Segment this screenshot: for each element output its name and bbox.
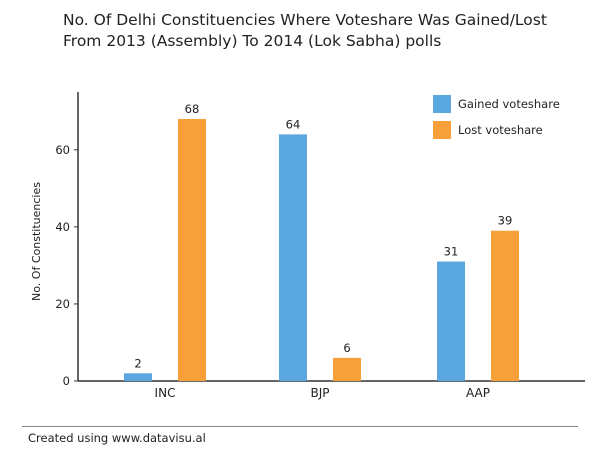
chart-title-line-1: No. Of Delhi Constituencies Where Votesh… bbox=[63, 11, 547, 29]
y-tick-label-40: 40 bbox=[55, 220, 70, 234]
x-tick-label-inc: INC bbox=[155, 386, 176, 400]
y-tick-label-60: 60 bbox=[55, 143, 70, 157]
data-label-bjp-gained: 64 bbox=[286, 117, 301, 131]
y-tick-label-0: 0 bbox=[63, 374, 70, 388]
chart-legend: Gained voteshare Lost voteshare bbox=[433, 95, 560, 139]
data-label-inc-lost: 68 bbox=[185, 102, 200, 116]
bar-inc-gained bbox=[124, 373, 152, 381]
legend-swatch-lost bbox=[433, 121, 451, 139]
bar-bjp-gained bbox=[279, 134, 307, 381]
bar-aap-lost bbox=[491, 230, 519, 381]
chart-data-labels: 2 68 64 6 31 39 bbox=[134, 102, 512, 370]
legend-label-gained: Gained voteshare bbox=[458, 97, 560, 111]
footer-divider bbox=[22, 426, 578, 427]
bar-bjp-lost bbox=[333, 357, 361, 381]
bar-inc-lost bbox=[178, 118, 206, 382]
legend-swatch-gained bbox=[433, 95, 451, 113]
footer-credit: Created using www.datavisu.al bbox=[28, 431, 206, 445]
bar-aap-gained bbox=[437, 261, 465, 381]
data-label-bjp-lost: 6 bbox=[343, 341, 350, 355]
x-tick-label-bjp: BJP bbox=[310, 386, 329, 400]
chart-title: No. Of Delhi Constituencies Where Votesh… bbox=[63, 10, 583, 52]
x-tick-label-aap: AAP bbox=[466, 386, 490, 400]
chart-bars bbox=[124, 118, 519, 382]
data-label-inc-gained: 2 bbox=[134, 356, 141, 370]
legend-label-lost: Lost voteshare bbox=[458, 123, 543, 137]
data-label-aap-gained: 31 bbox=[444, 245, 459, 259]
y-tick-label-20: 20 bbox=[55, 297, 70, 311]
chart-title-line-2: From 2013 (Assembly) To 2014 (Lok Sabha)… bbox=[63, 32, 442, 50]
data-label-aap-lost: 39 bbox=[498, 214, 513, 228]
y-axis-title: No. Of Constituencies bbox=[30, 182, 43, 301]
